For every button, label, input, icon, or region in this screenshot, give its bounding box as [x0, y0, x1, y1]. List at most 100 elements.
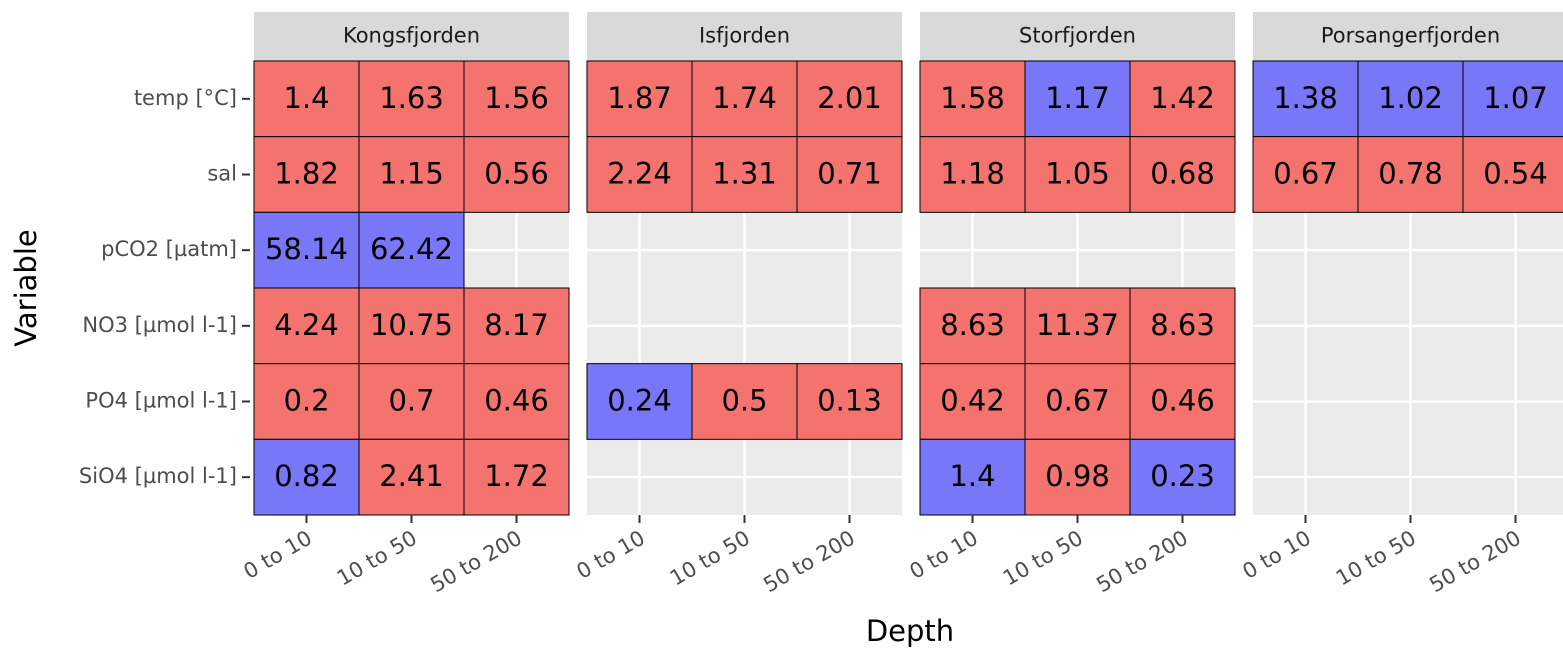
cell-label: 0.46	[484, 384, 549, 418]
heat-cell	[1252, 136, 1359, 213]
heat-cell	[1357, 136, 1464, 213]
cell-label: 1.72	[484, 459, 549, 493]
heat-cell	[919, 287, 1026, 365]
cell-label: 0.13	[817, 384, 882, 418]
cell-label: 10.75	[370, 308, 453, 342]
x-tick-label: 0 to 10	[1238, 526, 1315, 584]
heat-cell	[1129, 287, 1236, 365]
x-axis-title: Depth	[866, 614, 954, 648]
cell-label: 1.31	[712, 157, 777, 191]
cell-label: 2.24	[607, 157, 672, 191]
cell-label: 1.05	[1045, 157, 1110, 191]
x-tick-label: 50 to 200	[1092, 526, 1192, 597]
y-tick-label: sal	[207, 162, 237, 186]
cell-label: 0.71	[817, 157, 882, 191]
facet-strip	[587, 12, 902, 61]
cell-label: 1.87	[607, 81, 672, 115]
cell-label: 0.5	[721, 384, 767, 418]
x-tick-label: 10 to 50	[666, 526, 754, 591]
cell-label: 0.7	[388, 384, 434, 418]
x-tick-label: 10 to 50	[333, 526, 421, 591]
cell-label: 11.37	[1036, 308, 1119, 342]
cell-label: 8.17	[484, 308, 549, 342]
cell-label: 4.24	[274, 308, 339, 342]
cell-label: 1.18	[940, 157, 1005, 191]
heat-cell	[253, 287, 360, 365]
heat-cell	[691, 136, 798, 213]
y-axis-title: Variable	[9, 229, 43, 346]
y-tick-label: NO3 [µmol l-1]	[82, 313, 237, 337]
cell-label: 2.01	[817, 81, 882, 115]
heat-cell	[358, 211, 465, 289]
heat-cell	[253, 438, 360, 516]
cell-label: 62.42	[370, 232, 453, 266]
heat-cell	[796, 60, 903, 138]
cell-label: 0.56	[484, 157, 549, 191]
x-tick-label: 0 to 10	[239, 526, 316, 584]
cell-label: 1.17	[1045, 81, 1110, 115]
cell-label: 1.02	[1378, 81, 1443, 115]
x-tick-label: 10 to 50	[1332, 526, 1420, 591]
cell-label: 8.63	[940, 308, 1005, 342]
cell-label: 0.54	[1483, 157, 1548, 191]
cell-label: 1.15	[379, 157, 444, 191]
cell-label: 0.23	[1150, 459, 1215, 493]
y-tick-label: temp [°C]	[134, 86, 237, 110]
cell-label: 58.14	[265, 232, 348, 266]
heat-cell	[796, 136, 903, 213]
heat-cell	[1357, 60, 1464, 138]
cell-label: 2.41	[379, 459, 444, 493]
facet-title: Porsangerfjorden	[1321, 24, 1500, 48]
cell-label: 1.58	[940, 81, 1005, 115]
heat-cell	[1129, 363, 1236, 440]
heat-cell	[1129, 438, 1236, 516]
cell-label: 0.42	[940, 384, 1005, 418]
cell-label: 8.63	[1150, 308, 1215, 342]
cell-label: 0.78	[1378, 157, 1443, 191]
cell-label: 1.38	[1273, 81, 1338, 115]
heat-cell	[463, 363, 570, 440]
heat-cell	[358, 136, 465, 213]
heat-cell	[1024, 438, 1131, 516]
cell-label: 0.68	[1150, 157, 1215, 191]
x-tick-label: 50 to 200	[426, 526, 526, 597]
y-tick-label: PO4 [µmol l-1]	[85, 389, 237, 413]
heat-cell	[463, 438, 570, 516]
cell-label: 1.4	[949, 459, 995, 493]
cell-label: 1.74	[712, 81, 777, 115]
x-tick-label: 10 to 50	[999, 526, 1087, 591]
x-tick-label: 0 to 10	[572, 526, 649, 584]
heat-cell	[691, 363, 798, 440]
heat-cell	[919, 60, 1026, 138]
cell-label: 1.07	[1483, 81, 1548, 115]
heat-cell	[463, 287, 570, 365]
heat-cell	[358, 287, 465, 365]
heat-cell	[358, 438, 465, 516]
cell-label: 0.98	[1045, 459, 1110, 493]
cell-label: 1.4	[283, 81, 329, 115]
heat-cell	[1024, 136, 1131, 213]
cell-label: 1.56	[484, 81, 549, 115]
heat-cell	[1129, 136, 1236, 213]
heat-cell	[1462, 136, 1563, 213]
heat-cell	[919, 136, 1026, 213]
cell-label: 0.67	[1045, 384, 1110, 418]
cell-label: 0.24	[607, 384, 672, 418]
y-tick-label: pCO2 [µatm]	[101, 237, 237, 261]
heat-cell	[1129, 60, 1236, 138]
cell-label: 0.46	[1150, 384, 1215, 418]
heat-cell	[1024, 287, 1131, 365]
cell-label: 1.82	[274, 157, 339, 191]
facet-strip	[1253, 12, 1563, 61]
heat-cell	[358, 363, 465, 440]
cell-label: 0.2	[283, 384, 329, 418]
cell-label: 0.67	[1273, 157, 1338, 191]
cell-label: 0.82	[274, 459, 339, 493]
x-tick-label: 50 to 200	[759, 526, 859, 597]
facet-title: Isfjorden	[699, 24, 790, 48]
facet-strip	[920, 12, 1235, 61]
facet-strip	[254, 12, 569, 61]
x-tick-label: 50 to 200	[1425, 526, 1525, 597]
facet-title: Storfjorden	[1019, 24, 1136, 48]
